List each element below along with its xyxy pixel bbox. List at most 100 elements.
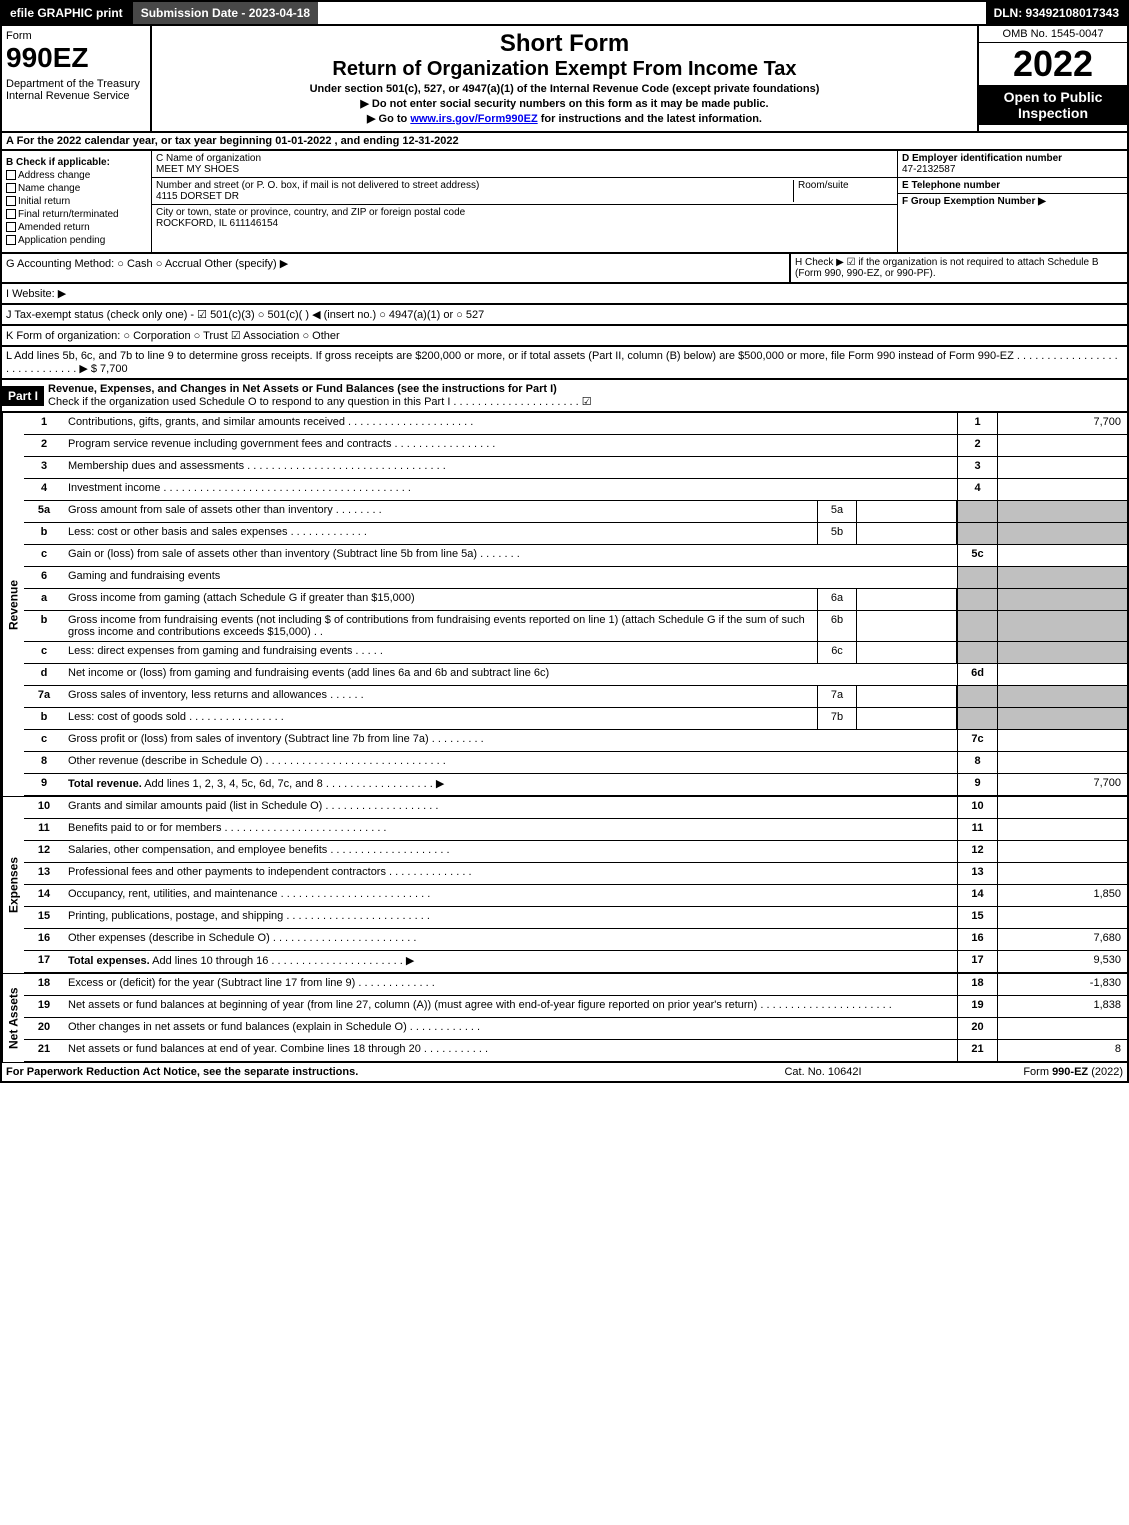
catalog-number: Cat. No. 10642I	[723, 1066, 923, 1078]
line-number: 4	[24, 479, 64, 500]
revenue-side-label: Revenue	[2, 413, 24, 796]
main-line-value: 1,838	[997, 996, 1127, 1017]
line-description: Gross profit or (loss) from sales of inv…	[64, 730, 957, 751]
main-line-number: 6d	[957, 664, 997, 685]
check-amended-return[interactable]: Amended return	[6, 222, 147, 233]
column-c-org-info: C Name of organization MEET MY SHOES Num…	[152, 151, 897, 252]
line-number: 14	[24, 885, 64, 906]
main-line-number: 4	[957, 479, 997, 500]
table-row: dNet income or (loss) from gaming and fu…	[24, 664, 1127, 686]
main-line-value	[997, 545, 1127, 566]
omb-number: OMB No. 1545-0047	[979, 26, 1127, 43]
line-number: 20	[24, 1018, 64, 1039]
table-row: 10Grants and similar amounts paid (list …	[24, 797, 1127, 819]
header-right: OMB No. 1545-0047 2022 Open to Public In…	[977, 26, 1127, 131]
line-number: 19	[24, 996, 64, 1017]
group-exemption-label: F Group Exemption Number ▶	[902, 196, 1123, 207]
check-address-change[interactable]: Address change	[6, 170, 147, 181]
instructions-link[interactable]: ▶ Go to www.irs.gov/Form990EZ for instru…	[156, 112, 973, 125]
sub-line-number: 6c	[817, 642, 857, 663]
line-description: Less: direct expenses from gaming and fu…	[64, 642, 817, 663]
main-line-number: 15	[957, 907, 997, 928]
table-row: 12Salaries, other compensation, and empl…	[24, 841, 1127, 863]
org-name-row: C Name of organization MEET MY SHOES	[152, 151, 897, 178]
line-description: Contributions, gifts, grants, and simila…	[64, 413, 957, 434]
main-line-value	[997, 752, 1127, 773]
table-row: 21Net assets or fund balances at end of …	[24, 1040, 1127, 1062]
org-info-grid: B Check if applicable: Address change Na…	[0, 151, 1129, 254]
sub-line-value	[857, 611, 957, 641]
page-footer: For Paperwork Reduction Act Notice, see …	[0, 1063, 1129, 1083]
expenses-side-label: Expenses	[2, 797, 24, 973]
check-application-pending[interactable]: Application pending	[6, 235, 147, 246]
main-line-number	[957, 611, 997, 641]
line-description: Printing, publications, postage, and shi…	[64, 907, 957, 928]
main-line-number	[957, 523, 997, 544]
city-label: City or town, state or province, country…	[156, 207, 893, 218]
header-left: Form 990EZ Department of the Treasury In…	[2, 26, 152, 131]
line-number: 1	[24, 413, 64, 434]
main-line-number: 18	[957, 974, 997, 995]
line-description: Other expenses (describe in Schedule O) …	[64, 929, 957, 950]
main-line-value	[997, 841, 1127, 862]
table-row: aGross income from gaming (attach Schedu…	[24, 589, 1127, 611]
table-row: 7aGross sales of inventory, less returns…	[24, 686, 1127, 708]
line-number: 18	[24, 974, 64, 995]
main-line-value: 7,680	[997, 929, 1127, 950]
main-line-value	[997, 708, 1127, 729]
section-note: Under section 501(c), 527, or 4947(a)(1)…	[156, 83, 973, 95]
line-number: 17	[24, 951, 64, 972]
check-final-return[interactable]: Final return/terminated	[6, 209, 147, 220]
line-description: Gain or (loss) from sale of assets other…	[64, 545, 957, 566]
main-line-value	[997, 907, 1127, 928]
column-d-numbers: D Employer identification number 47-2132…	[897, 151, 1127, 252]
table-row: 4Investment income . . . . . . . . . . .…	[24, 479, 1127, 501]
main-line-number: 14	[957, 885, 997, 906]
header-center: Short Form Return of Organization Exempt…	[152, 26, 977, 131]
sub-line-value	[857, 686, 957, 707]
sub-line-value	[857, 642, 957, 663]
line-g-accounting: G Accounting Method: ○ Cash ○ Accrual Ot…	[0, 254, 789, 284]
ssn-warning: ▶ Do not enter social security numbers o…	[156, 97, 973, 110]
table-row: 1Contributions, gifts, grants, and simil…	[24, 413, 1127, 435]
main-line-number: 1	[957, 413, 997, 434]
line-h-schedule-b: H Check ▶ ☑ if the organization is not r…	[789, 254, 1129, 284]
check-initial-return[interactable]: Initial return	[6, 196, 147, 207]
line-description: Total revenue. Add lines 1, 2, 3, 4, 5c,…	[64, 774, 957, 795]
form-header: Form 990EZ Department of the Treasury In…	[0, 26, 1129, 133]
main-line-number: 3	[957, 457, 997, 478]
main-line-number: 5c	[957, 545, 997, 566]
column-b-checkboxes: B Check if applicable: Address change Na…	[2, 151, 152, 252]
line-description: Gaming and fundraising events	[64, 567, 957, 588]
check-name-change[interactable]: Name change	[6, 183, 147, 194]
main-line-number	[957, 642, 997, 663]
line-description: Membership dues and assessments . . . . …	[64, 457, 957, 478]
sub-line-number: 7b	[817, 708, 857, 729]
phone-row: E Telephone number	[898, 178, 1127, 194]
addr-label: Number and street (or P. O. box, if mail…	[156, 180, 793, 191]
main-line-value	[997, 664, 1127, 685]
main-line-value: 8	[997, 1040, 1127, 1061]
main-line-value: 7,700	[997, 774, 1127, 795]
table-row: 15Printing, publications, postage, and s…	[24, 907, 1127, 929]
sub-line-number: 6a	[817, 589, 857, 610]
main-line-number	[957, 708, 997, 729]
line-number: 5a	[24, 501, 64, 522]
line-number: 8	[24, 752, 64, 773]
line-number: b	[24, 611, 64, 641]
line-number: b	[24, 708, 64, 729]
line-description: Net assets or fund balances at beginning…	[64, 996, 957, 1017]
net-assets-side-label: Net Assets	[2, 974, 24, 1062]
sub-line-number: 6b	[817, 611, 857, 641]
line-number: c	[24, 730, 64, 751]
line-description: Less: cost of goods sold . . . . . . . .…	[64, 708, 817, 729]
main-line-value	[997, 435, 1127, 456]
table-row: 20Other changes in net assets or fund ba…	[24, 1018, 1127, 1040]
main-line-number: 10	[957, 797, 997, 818]
section-a-period: A For the 2022 calendar year, or tax yea…	[0, 133, 1129, 151]
paperwork-notice: For Paperwork Reduction Act Notice, see …	[6, 1066, 723, 1078]
line-number: 6	[24, 567, 64, 588]
line-number: 10	[24, 797, 64, 818]
table-row: 8Other revenue (describe in Schedule O) …	[24, 752, 1127, 774]
table-row: 13Professional fees and other payments t…	[24, 863, 1127, 885]
